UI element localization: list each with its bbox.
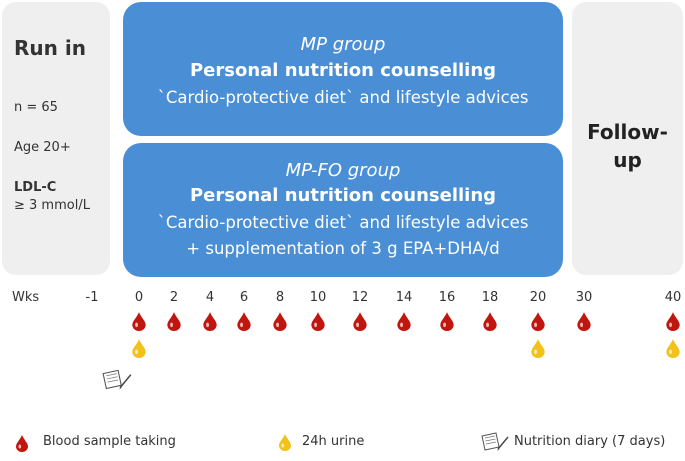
blood-drop-icon [577,312,591,331]
blood-drop-icon [397,312,411,331]
blood-drop-icon [531,312,545,331]
mpfo-group-name: MP-FO group [285,160,401,181]
mp-group-box: MP group Personal nutrition counselling … [123,2,563,136]
run-in-title: Run in [14,36,86,60]
follow-up-title: Follow- up [572,118,683,174]
legend-urine-label: 24h urine [302,434,365,449]
mpfo-group-line2: + supplementation of 3 g EPA+DHA/d [186,239,500,258]
week-label: -1 [85,290,99,305]
week-label: 40 [664,290,682,305]
follow-up-panel: Follow- up [572,2,683,275]
blood-drop-icon [483,312,497,331]
mpfo-group-heading: Personal nutrition counselling [189,185,497,206]
week-label: 2 [169,290,179,305]
urine-drop-icon [132,339,146,358]
run-in-ldl-value: ≥ 3 mmol/L [14,198,90,213]
week-label: 14 [395,290,413,305]
mpfo-group-box: MP-FO group Personal nutrition counselli… [123,143,563,277]
legend-blood-label: Blood sample taking [43,434,176,449]
run-in-age: Age 20+ [14,140,71,155]
blood-drop-icon [311,312,325,331]
blood-drop-icon [167,312,181,331]
week-label: 16 [438,290,456,305]
run-in-ldl-label: LDL-C [14,180,57,195]
blood-drop-icon [353,312,367,331]
mp-group-line: `Cardio-protective diet` and lifestyle a… [157,88,529,107]
week-label: 20 [529,290,547,305]
blood-drop-icon [237,312,251,331]
week-label: 6 [239,290,249,305]
week-label: 10 [309,290,327,305]
urine-drop-icon [531,339,545,358]
week-label: 0 [134,290,144,305]
mpfo-group-line1: `Cardio-protective diet` and lifestyle a… [157,213,529,232]
mp-group-heading: Personal nutrition counselling [189,60,497,81]
blood-drop-icon [440,312,454,331]
blood-drop-icon [203,312,217,331]
blood-drop-icon [666,312,680,331]
week-label: 8 [275,290,285,305]
blood-drop-icon [132,312,146,331]
legend-diary-icon [481,432,509,451]
timeline-label: Wks [12,290,40,305]
follow-up-line1: Follow- [587,120,668,144]
week-label: 30 [575,290,593,305]
urine-drop-icon [666,339,680,358]
week-label: 4 [205,290,215,305]
mp-group-name: MP group [300,34,386,55]
week-label: 18 [481,290,499,305]
diary-icon [102,369,132,390]
run-in-panel: Run in n = 65 Age 20+ LDL-C ≥ 3 mmol/L [2,2,110,275]
follow-up-line2: up [613,148,642,172]
blood-drop-icon [273,312,287,331]
legend-blood-drop-icon [16,435,28,452]
legend-diary-label: Nutrition diary (7 days) [514,434,666,449]
legend-urine-drop-icon [279,434,291,451]
run-in-n: n = 65 [14,100,58,115]
week-label: 12 [351,290,369,305]
